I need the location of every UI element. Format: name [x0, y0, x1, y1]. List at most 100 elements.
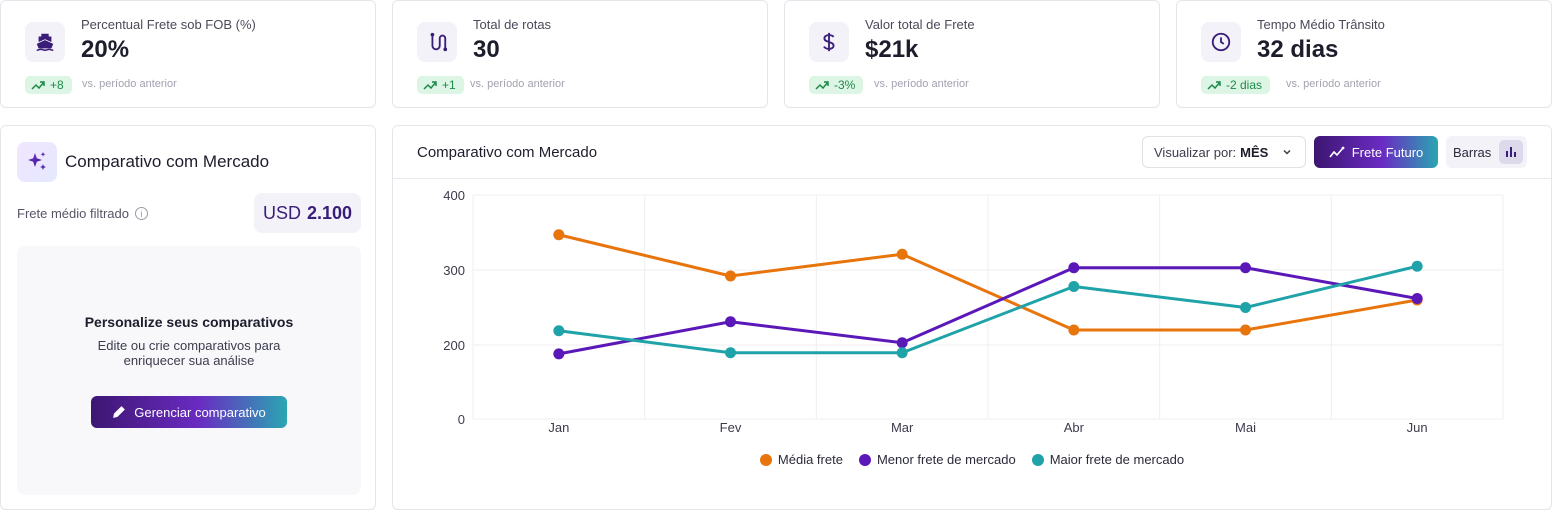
chart-title: Comparativo com Mercado	[417, 144, 598, 161]
bar-chart-icon[interactable]	[1499, 140, 1523, 164]
kpi-value: 30	[473, 36, 500, 63]
kpi-comparison-text: vs. período anterior	[874, 78, 969, 90]
y-tick-label: 400	[443, 188, 465, 203]
kpi-comparison-text: vs. período anterior	[1286, 78, 1381, 90]
y-tick-label: 0	[458, 412, 465, 427]
kpi-card-total-rotas: Total de rotas 30 +1 vs. período anterio…	[392, 0, 768, 108]
trend-chart-icon	[1329, 146, 1345, 158]
data-point	[1068, 262, 1080, 274]
data-point	[1411, 260, 1423, 272]
kpi-label: Tempo Médio Trânsito	[1257, 17, 1385, 32]
kpi-delta-value: +1	[442, 78, 456, 92]
route-icon	[417, 22, 457, 62]
dollar-icon	[809, 22, 849, 62]
x-tick-label: Mai	[1235, 420, 1256, 435]
series-line	[558, 233, 1418, 332]
data-point	[896, 248, 908, 260]
legend-label: Maior frete de mercado	[1049, 452, 1185, 467]
data-point	[896, 337, 908, 349]
data-point	[725, 270, 736, 282]
legend-label: Menor frete de mercado	[876, 452, 1016, 467]
frete-medio-text: Frete médio filtrado	[17, 206, 129, 221]
info-icon[interactable]: i	[135, 207, 148, 220]
pencil-icon	[113, 406, 126, 418]
frete-futuro-label: Frete Futuro	[1351, 144, 1424, 160]
chevron-down-icon	[1283, 149, 1291, 155]
legend-item[interactable]: Menor frete de mercado	[858, 452, 1016, 467]
data-point	[553, 229, 565, 241]
kpi-label: Total de rotas	[473, 17, 552, 32]
kpi-comparison-text: vs. período anterior	[470, 78, 565, 90]
data-point	[1411, 293, 1423, 304]
empty-state-box: Personalize seus comparativos Edite ou c…	[17, 246, 361, 495]
empty-state-title: Personalize seus comparativos	[84, 314, 294, 330]
ship-icon	[25, 22, 65, 62]
data-point	[1240, 302, 1251, 313]
legend-label: Média frete	[777, 452, 843, 467]
data-point	[725, 347, 736, 359]
frete-futuro-button[interactable]: Frete Futuro	[1314, 136, 1438, 168]
clock-icon	[1201, 22, 1241, 62]
trend-up-icon	[423, 81, 437, 90]
chart-legend: Média frete Menor frete de mercado Maior f…	[393, 452, 1551, 467]
kpi-label: Valor total de Frete	[865, 17, 975, 32]
trend-up-icon	[815, 81, 829, 90]
view-by-select[interactable]: Visualizar por: MÊS	[1142, 136, 1306, 168]
data-point	[1068, 324, 1080, 336]
empty-state-line-1: Edite ou crie comparativos para	[97, 338, 281, 353]
kpi-value: $21k	[865, 36, 919, 63]
kpi-value: 20%	[81, 36, 130, 63]
chart-panel: Comparativo com Mercado Visualizar por: …	[392, 125, 1552, 510]
kpi-label: Percentual Frete sob FOB (%)	[81, 17, 256, 32]
kpi-delta-value: -2 dias	[1226, 78, 1263, 92]
data-point	[553, 348, 565, 360]
trend-up-icon	[1207, 81, 1221, 90]
series-line	[558, 264, 1418, 355]
x-tick-label: Jan	[548, 420, 569, 435]
empty-state-description: Edite ou crie comparativos para enriquec…	[17, 338, 361, 368]
currency-amount: 2.100	[306, 202, 353, 223]
legend-item[interactable]: Média frete	[759, 452, 843, 467]
empty-state-line-2: enriquecer sua análise	[123, 353, 255, 368]
kpi-comparison-text: vs. período anterior	[82, 78, 177, 90]
kpi-delta-badge: -3%	[809, 76, 864, 94]
header-divider	[393, 178, 1551, 179]
manage-comparison-label: Gerenciar comparativo	[134, 404, 266, 420]
data-point	[553, 325, 565, 337]
currency-code: USD	[262, 202, 301, 223]
data-point	[1068, 281, 1080, 292]
data-point	[1240, 324, 1251, 336]
panel-title: Comparativo com Mercado	[65, 152, 270, 171]
x-tick-label: Mar	[891, 420, 914, 435]
legend-dot	[1031, 453, 1044, 466]
frete-medio-value: USD 2.100	[254, 193, 361, 233]
x-tick-label: Jun	[1407, 420, 1428, 435]
trend-up-icon	[31, 81, 45, 90]
y-tick-label: 300	[443, 263, 465, 278]
kpi-card-frete-fob: Percentual Frete sob FOB (%) 20% +8 vs. …	[0, 0, 376, 108]
data-point	[725, 316, 736, 328]
legend-dot	[858, 453, 871, 466]
view-by-value: MÊS	[1240, 144, 1269, 160]
x-tick-label: Abr	[1064, 420, 1085, 435]
x-tick-label: Fev	[720, 420, 742, 435]
kpi-delta-badge: -2 dias	[1201, 76, 1271, 94]
data-point	[896, 347, 908, 359]
barras-label: Barras	[1453, 144, 1492, 160]
kpi-delta-value: -3%	[834, 78, 856, 92]
sparkle-icon	[17, 142, 57, 182]
barras-toggle[interactable]: Barras	[1446, 136, 1527, 168]
kpi-value: 32 dias	[1257, 36, 1339, 63]
kpi-delta-value: +8	[50, 78, 64, 92]
kpi-delta-badge: +1	[417, 76, 464, 94]
frete-medio-label: Frete médio filtrado i	[17, 206, 148, 221]
line-chart: 0 200 300 400 Jan Fev Mar Abr Mai Jun	[443, 188, 1504, 435]
manage-comparison-button[interactable]: Gerenciar comparativo	[91, 396, 287, 428]
kpi-card-tempo-transito: Tempo Médio Trânsito 32 dias -2 dias vs.…	[1176, 0, 1552, 108]
legend-dot	[759, 453, 772, 466]
series-line	[558, 266, 1418, 356]
legend-item[interactable]: Maior frete de mercado	[1031, 452, 1185, 467]
view-by-prefix: Visualizar por:	[1154, 144, 1237, 160]
market-comparison-panel: Comparativo com Mercado Frete médio filt…	[0, 125, 376, 510]
kpi-card-valor-frete: Valor total de Frete $21k -3% vs. períod…	[784, 0, 1160, 108]
